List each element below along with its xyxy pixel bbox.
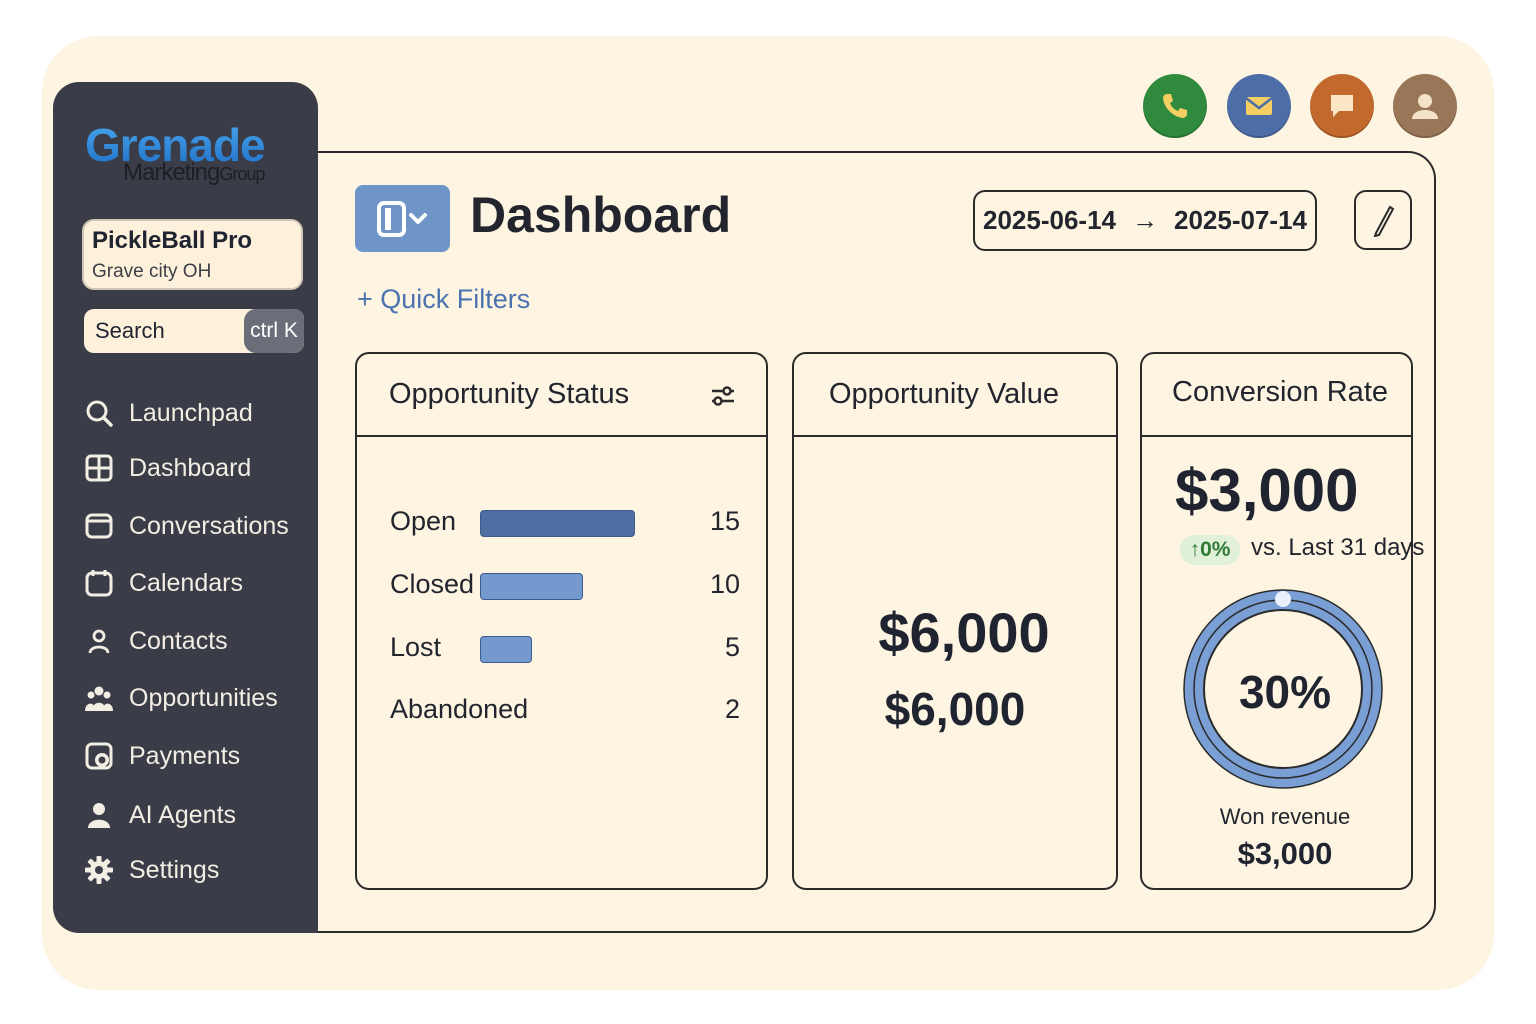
ring-handle bbox=[1275, 591, 1291, 607]
calendar-icon bbox=[83, 567, 115, 599]
opportunity-value-secondary: $6,000 bbox=[884, 683, 1026, 735]
date-end: 2025-07-14 bbox=[1174, 205, 1307, 235]
profile-avatar[interactable] bbox=[1393, 74, 1457, 138]
conversion-ring bbox=[1183, 589, 1383, 789]
search-input[interactable]: Search ctrl K bbox=[84, 309, 304, 353]
status-label: Closed bbox=[390, 569, 475, 599]
conversion-value: $3,000 bbox=[1175, 457, 1359, 524]
sidebar-item-label: Launchpad bbox=[129, 398, 253, 427]
sidebar-item-label: Dashboard bbox=[129, 453, 252, 482]
sidebar-item-dashboard[interactable]: Dashboard bbox=[83, 448, 251, 488]
opportunity-status-card: Opportunity Status Open 15 Closed 10 Los… bbox=[355, 352, 768, 890]
chat-button[interactable] bbox=[1310, 74, 1374, 138]
sidebar-item-launchpad[interactable]: Launchpad bbox=[83, 393, 253, 433]
edit-button[interactable] bbox=[1354, 190, 1412, 250]
company-logo: Grenade MarketingGroup bbox=[85, 120, 295, 190]
mail-button[interactable] bbox=[1227, 74, 1291, 138]
chat-window-icon bbox=[83, 510, 115, 542]
quick-filters-link[interactable]: + Quick Filters bbox=[357, 284, 531, 314]
sidebar-item-label: Opportunities bbox=[129, 683, 278, 712]
status-label: Abandoned bbox=[390, 694, 529, 724]
delta-badge: ↑0% bbox=[1180, 535, 1240, 565]
card-title: Conversion Rate bbox=[1172, 376, 1388, 408]
gear-icon bbox=[83, 854, 115, 886]
avatar-icon bbox=[1412, 94, 1438, 119]
arrow-right-icon: → bbox=[1132, 205, 1158, 235]
status-row-lost: Lost 5 bbox=[390, 628, 740, 668]
view-chevron-down-icon bbox=[376, 200, 427, 237]
status-bar-open bbox=[480, 510, 635, 537]
group-icon bbox=[83, 682, 115, 714]
conversion-rate-card: Conversion Rate bbox=[1140, 352, 1413, 890]
logo-subtitle: MarketingGroup bbox=[123, 159, 265, 186]
status-label: Lost bbox=[390, 632, 442, 662]
sidebar-item-label: Contacts bbox=[129, 626, 228, 655]
opportunity-value-card: Opportunity Value $6,000 $6,000 bbox=[792, 352, 1118, 890]
card-header: Opportunity Status bbox=[357, 354, 766, 437]
view-switcher-button[interactable] bbox=[355, 185, 450, 252]
status-row-open: Open 15 bbox=[390, 502, 740, 542]
logo-wordmark: Grenade bbox=[85, 119, 266, 171]
status-row-abandoned: Abandoned 2 bbox=[390, 690, 740, 730]
sidebar-item-label: Settings bbox=[129, 855, 220, 884]
status-count: 5 bbox=[724, 632, 740, 662]
status-count: 10 bbox=[709, 569, 740, 599]
date-start: 2025-06-14 bbox=[983, 205, 1116, 235]
person-outline-icon bbox=[83, 625, 115, 657]
status-label: Open bbox=[390, 506, 457, 536]
account-location: Grave city OH bbox=[92, 261, 212, 282]
won-revenue-value: $3,000 bbox=[1237, 836, 1333, 871]
sidebar-item-contacts[interactable]: Contacts bbox=[83, 621, 228, 661]
sidebar-item-label: Conversations bbox=[129, 511, 289, 540]
sidebar: Grenade MarketingGroup PickleBall Pro Gr… bbox=[53, 82, 318, 933]
sidebar-item-label: Payments bbox=[129, 741, 241, 770]
mail-icon bbox=[1245, 97, 1273, 115]
search-icon bbox=[83, 397, 115, 429]
card-header: Opportunity Value bbox=[794, 354, 1116, 437]
status-count: 15 bbox=[709, 506, 740, 536]
sidebar-item-label: AI Agents bbox=[129, 800, 237, 829]
card-title: Opportunity Status bbox=[389, 378, 630, 410]
delta-comparison: vs. Last 31 days bbox=[1251, 534, 1425, 561]
dashboard-grid-icon bbox=[83, 452, 115, 484]
payment-icon bbox=[83, 740, 115, 772]
filter-sliders-icon[interactable] bbox=[710, 384, 736, 413]
card-header: Conversion Rate bbox=[1142, 354, 1411, 437]
search-label: Search bbox=[95, 318, 165, 343]
sidebar-item-calendars[interactable]: Calendars bbox=[83, 563, 243, 603]
pencil-icon bbox=[1373, 205, 1395, 237]
user-icon bbox=[83, 799, 115, 831]
conversion-percent: 30% bbox=[1238, 666, 1332, 718]
account-switcher[interactable]: PickleBall Pro Grave city OH bbox=[82, 219, 303, 290]
sidebar-item-payments[interactable]: Payments bbox=[83, 736, 240, 776]
account-name: PickleBall Pro bbox=[92, 227, 253, 254]
status-count: 2 bbox=[724, 694, 740, 724]
sidebar-item-label: Calendars bbox=[129, 568, 243, 597]
sidebar-item-opportunities[interactable]: Opportunities bbox=[83, 678, 278, 718]
card-title: Opportunity Value bbox=[829, 378, 1059, 410]
status-row-closed: Closed 10 bbox=[390, 565, 740, 605]
won-revenue-label: Won revenue bbox=[1219, 804, 1351, 829]
date-range-picker[interactable]: 2025-06-14 → 2025-07-14 bbox=[973, 190, 1317, 251]
sidebar-item-ai-agents[interactable]: AI Agents bbox=[83, 795, 236, 835]
sidebar-item-settings[interactable]: Settings bbox=[83, 850, 219, 890]
search-shortcut-badge: ctrl K bbox=[244, 309, 304, 353]
opportunity-value-primary: $6,000 bbox=[878, 601, 1050, 664]
sidebar-item-conversations[interactable]: Conversations bbox=[83, 506, 289, 546]
main-panel bbox=[318, 151, 1436, 933]
phone-button[interactable] bbox=[1143, 74, 1207, 138]
status-bar-lost bbox=[480, 636, 532, 663]
phone-icon bbox=[1163, 94, 1187, 118]
page-title: Dashboard bbox=[470, 187, 732, 243]
status-bar-closed bbox=[480, 573, 583, 600]
chat-icon bbox=[1331, 95, 1353, 117]
